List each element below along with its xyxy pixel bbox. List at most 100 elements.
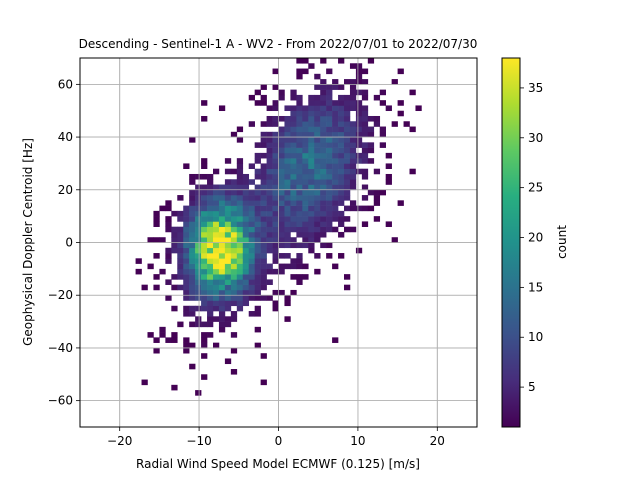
heatmap-cell bbox=[296, 179, 303, 185]
heatmap-cell bbox=[207, 263, 214, 270]
heatmap-cell bbox=[212, 200, 220, 206]
heatmap-cell bbox=[296, 173, 303, 180]
heatmap-cell bbox=[379, 89, 386, 96]
heatmap-cell bbox=[230, 237, 238, 243]
heatmap-cell bbox=[284, 173, 291, 180]
heatmap-cell bbox=[236, 205, 244, 212]
heatmap-cell bbox=[338, 105, 345, 112]
heatmap-cell bbox=[284, 253, 291, 259]
heatmap-cell bbox=[349, 121, 357, 127]
heatmap-cell bbox=[177, 210, 184, 217]
heatmap-cell bbox=[171, 242, 178, 249]
heatmap-cell bbox=[308, 131, 315, 138]
heatmap-cell bbox=[302, 147, 309, 154]
heatmap-cell bbox=[242, 231, 250, 238]
heatmap-cell bbox=[165, 216, 172, 222]
heatmap-cell bbox=[272, 195, 279, 201]
heatmap-cell bbox=[373, 195, 381, 201]
heatmap-cell bbox=[165, 258, 172, 264]
heatmap-cell bbox=[212, 274, 220, 280]
heatmap-cell bbox=[201, 247, 208, 254]
heatmap-cell bbox=[248, 284, 255, 291]
heatmap-cell bbox=[207, 221, 214, 227]
heatmap-cell bbox=[248, 221, 255, 227]
heatmap-cell bbox=[278, 94, 285, 101]
heatmap-cell bbox=[236, 137, 244, 143]
heatmap-cell bbox=[165, 279, 172, 285]
heatmap-cell bbox=[344, 173, 351, 180]
heatmap-cell bbox=[326, 142, 333, 148]
heatmap-cell bbox=[242, 289, 250, 296]
heatmap-cell bbox=[266, 137, 273, 143]
heatmap-cell bbox=[296, 189, 303, 196]
heatmap-cell bbox=[254, 89, 261, 96]
heatmap-cell bbox=[290, 115, 297, 122]
heatmap-cell bbox=[201, 242, 208, 249]
heatmap-cell bbox=[153, 347, 160, 354]
heatmap-cell bbox=[338, 110, 345, 117]
heatmap-cell bbox=[224, 210, 232, 217]
heatmap-cell bbox=[207, 247, 214, 254]
heatmap-cell bbox=[338, 189, 345, 196]
heatmap-cell bbox=[272, 131, 279, 138]
heatmap-cell bbox=[284, 137, 291, 143]
chart-title: Descending - Sentinel-1 A - WV2 - From 2… bbox=[79, 37, 478, 51]
heatmap-cell bbox=[284, 168, 291, 175]
heatmap-cell bbox=[278, 231, 285, 238]
heatmap-cell bbox=[355, 137, 363, 143]
heatmap-cell bbox=[349, 200, 357, 206]
heatmap-cell bbox=[320, 189, 327, 196]
heatmap-cell bbox=[195, 279, 202, 285]
heatmap-cell bbox=[171, 210, 178, 217]
heatmap-cell bbox=[141, 284, 148, 291]
heatmap-cell bbox=[296, 105, 303, 112]
heatmap-cell bbox=[272, 216, 279, 222]
heatmap-cell bbox=[189, 210, 196, 217]
heatmap-cell bbox=[201, 268, 208, 275]
heatmap-cell bbox=[284, 105, 291, 112]
heatmap-cell bbox=[189, 363, 196, 370]
heatmap-cell bbox=[266, 268, 273, 275]
heatmap-cell bbox=[212, 189, 220, 196]
heatmap-cell bbox=[361, 173, 369, 180]
heatmap-cell bbox=[189, 289, 196, 296]
heatmap-cell bbox=[260, 205, 267, 212]
heatmap-cell bbox=[314, 142, 321, 148]
heatmap-cell bbox=[290, 237, 297, 243]
heatmap-cell bbox=[308, 137, 315, 143]
heatmap-cell bbox=[230, 242, 238, 249]
heatmap-cell bbox=[332, 79, 339, 85]
heatmap-cell bbox=[367, 147, 375, 154]
heatmap-cell bbox=[236, 253, 244, 259]
heatmap-cell bbox=[254, 195, 261, 201]
heatmap-cell bbox=[260, 121, 267, 127]
heatmap-cell bbox=[195, 390, 202, 396]
heatmap-cell bbox=[266, 221, 273, 227]
heatmap-cell bbox=[296, 258, 303, 264]
heatmap-cell bbox=[201, 279, 208, 285]
heatmap-cell bbox=[201, 263, 208, 270]
heatmap-cell bbox=[272, 105, 279, 112]
heatmap-cell bbox=[338, 195, 345, 201]
heatmap-cell bbox=[177, 231, 184, 238]
heatmap-cell bbox=[248, 226, 255, 233]
heatmap-cell bbox=[385, 105, 392, 112]
heatmap-cell bbox=[248, 263, 255, 270]
heatmap-cell bbox=[349, 131, 357, 138]
heatmap-cell bbox=[266, 152, 273, 159]
heatmap-cell bbox=[332, 137, 339, 143]
colorbar-tick-label: 20 bbox=[528, 231, 543, 245]
heatmap-cell bbox=[355, 131, 363, 138]
heatmap-cell bbox=[242, 173, 250, 180]
heatmap-cell bbox=[201, 184, 208, 191]
heatmap-cell bbox=[189, 263, 196, 270]
heatmap-cell bbox=[308, 158, 315, 164]
heatmap-cell bbox=[189, 205, 196, 212]
heatmap-cell bbox=[314, 205, 321, 212]
heatmap-cell bbox=[302, 221, 309, 227]
heatmap-cell bbox=[183, 226, 190, 233]
heatmap-cell bbox=[195, 205, 202, 212]
heatmap-cell bbox=[308, 121, 315, 127]
heatmap-cell bbox=[236, 184, 244, 191]
heatmap-cell bbox=[177, 216, 184, 222]
